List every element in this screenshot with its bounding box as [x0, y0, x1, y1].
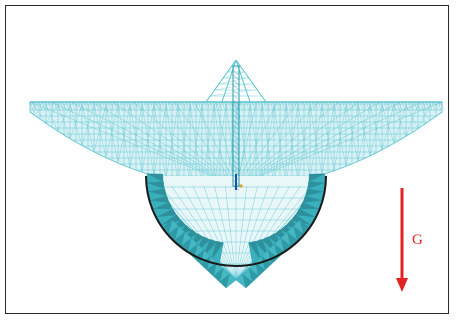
quadripod-brace [210, 90, 251, 96]
gravity-label: G [412, 232, 423, 248]
gravity-arrow [396, 188, 408, 292]
mast-lattice [233, 75, 239, 80]
quadripod-brace [215, 84, 249, 90]
counterweight-shell [146, 174, 326, 288]
hub-node-marker [239, 184, 242, 187]
gravity-arrow-head [396, 278, 408, 292]
